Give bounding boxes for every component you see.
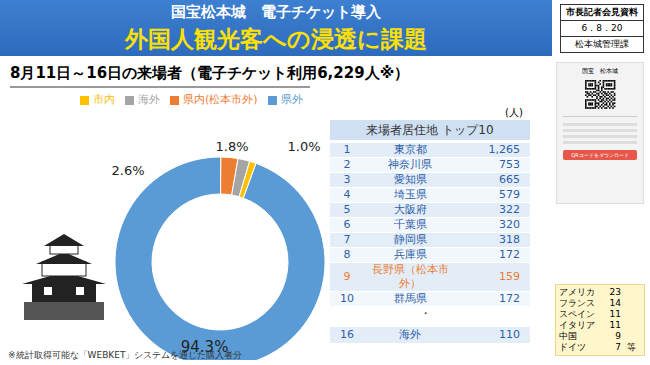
svg-text:1.0%: 1.0%	[287, 139, 320, 154]
svg-text:2.6%: 2.6%	[111, 163, 144, 178]
svg-text:1.8%: 1.8%	[215, 139, 248, 154]
